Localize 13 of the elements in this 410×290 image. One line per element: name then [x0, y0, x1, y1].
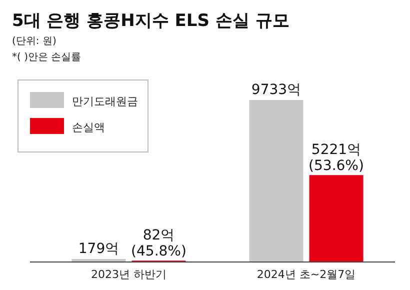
data-label: 82억 (45.8%)	[131, 228, 186, 260]
data-label: 179억	[78, 241, 120, 258]
bar	[249, 100, 304, 262]
data-label: 5221억 (53.6%)	[308, 142, 364, 174]
legend-label: 손실액	[72, 121, 105, 134]
chart-title: 5대 은행 홍콩H지수 ELS 손실 규모	[12, 11, 290, 31]
chart-subtitle: (단위: 원)	[12, 36, 56, 47]
bar	[309, 175, 364, 262]
text: *( )안은 손실률	[12, 52, 82, 63]
x-tick-label: 2024년 초~2월7일	[256, 268, 356, 281]
legend-label: 만기도래원금	[72, 95, 138, 108]
x-tick-label: 2023년 하반기	[91, 268, 166, 281]
data-label: 9733억	[251, 82, 302, 98]
